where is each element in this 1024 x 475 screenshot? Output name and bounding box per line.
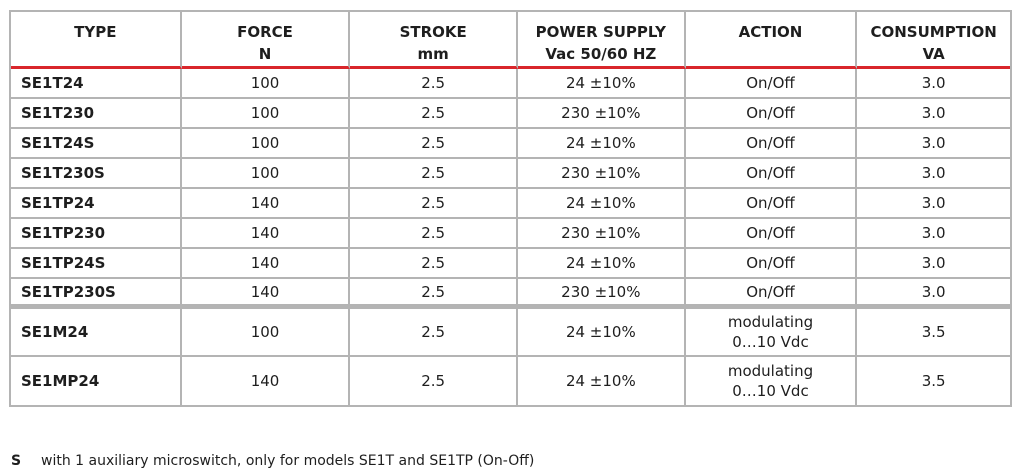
header-consumption: CONSUMPTION VA: [857, 12, 1010, 69]
table-row: SE1T230 100 2.5 230 ±10% On/Off 3.0: [11, 99, 1010, 129]
cell-type: SE1TP230S: [11, 279, 182, 309]
table-row: SE1T24 100 2.5 24 ±10% On/Off 3.0: [11, 69, 1010, 99]
cell-type: SE1T24: [11, 69, 182, 99]
cell-power: 230 ±10%: [518, 99, 686, 129]
cell-consumption: 3.0: [857, 219, 1010, 249]
cell-consumption: 3.0: [857, 69, 1010, 99]
cell-power: 230 ±10%: [518, 279, 686, 309]
cell-stroke: 2.5: [350, 159, 518, 189]
cell-type: SE1M24: [11, 309, 182, 357]
cell-stroke: 2.5: [350, 219, 518, 249]
cell-force: 140: [181, 279, 351, 309]
header-stroke: STROKE mm: [350, 12, 518, 69]
cell-force: 140: [182, 357, 351, 405]
cell-action: On/Off: [685, 279, 858, 309]
header-action: ACTION: [685, 12, 858, 69]
cell-consumption: 3.0: [857, 249, 1010, 279]
cell-power: 230 ±10%: [518, 159, 686, 189]
cell-consumption: 3.0: [857, 99, 1010, 129]
cell-action: On/Off: [685, 69, 858, 99]
cell-consumption: 3.5: [921, 372, 946, 390]
cell-type: SE1TP24S: [11, 249, 182, 279]
cell-power: 24 ±10%: [518, 249, 686, 279]
table-row: SE1TP24 140 2.5 24 ±10% On/Off 3.0: [11, 189, 1010, 219]
cell-power: 24 ±10%: [518, 129, 686, 159]
table-row: SE1M24 100 2.5 24 ±10% modulating 0…10 V…: [11, 309, 1010, 357]
cell-type: SE1T230: [11, 99, 182, 129]
cell-stroke: 2.5: [350, 357, 518, 405]
cell-stroke: 2.5: [350, 69, 518, 99]
cell-force: 100: [181, 129, 351, 159]
cell-force: 140: [181, 189, 351, 219]
header-force: FORCE N: [181, 12, 351, 69]
cell-action: On/Off: [685, 129, 858, 159]
cell-stroke: 2.5: [350, 249, 518, 279]
table-row: SE1T24S 100 2.5 24 ±10% On/Off 3.0: [11, 129, 1010, 159]
cell-action: On/Off: [685, 189, 858, 219]
cell-stroke: 2.5: [350, 279, 518, 309]
action-line: modulating: [727, 362, 814, 380]
action-line: modulating: [727, 313, 814, 331]
cell-power: 24 ±10%: [518, 357, 686, 405]
cell-type: SE1TP24: [11, 189, 182, 219]
cell-type: SE1T24S: [11, 129, 182, 159]
cell-type: SE1TP230: [11, 219, 182, 249]
cell-force: 100: [181, 99, 351, 129]
cell-stroke: 2.5: [350, 99, 518, 129]
table-row: SE1TP24S 140 2.5 24 ±10% On/Off 3.0: [11, 249, 1010, 279]
action-line: 0…10 Vdc: [732, 382, 809, 400]
cell-consumption: 3.0: [857, 279, 1010, 309]
footnote-text: with 1 auxiliary microswitch, only for m…: [41, 453, 535, 469]
cell-power: 24 ±10%: [518, 189, 686, 219]
cell-consumption: 3.0: [857, 129, 1010, 159]
cell-action: On/Off: [685, 159, 858, 189]
table-row: SE1TP230S 140 2.5 230 ±10% On/Off 3.0: [11, 279, 1010, 309]
cell-power: 24 ±10%: [518, 309, 686, 357]
cell-action: modulating 0…10 Vdc: [686, 357, 858, 405]
cell-stroke: 2.5: [350, 309, 518, 357]
footnote-mark: S: [11, 453, 22, 469]
header-type: TYPE: [11, 12, 182, 69]
cell-power: 230 ±10%: [518, 219, 686, 249]
cell-stroke: 2.5: [350, 189, 518, 219]
table-row: SE1T230S 100 2.5 230 ±10% On/Off 3.0: [11, 159, 1010, 189]
cell-action: On/Off: [685, 219, 858, 249]
cell-power: 24 ±10%: [518, 69, 686, 99]
cell-force: 100: [181, 309, 351, 357]
header-row: TYPE FORCE N STROKE mm POWER SUPPLY Vac …: [11, 12, 1010, 69]
action-line: 0…10 Vdc: [732, 333, 809, 351]
cell-consumption: 3.0: [857, 159, 1010, 189]
cell-stroke: 2.5: [350, 129, 518, 159]
cell-type: SE1MP24: [11, 357, 182, 405]
table-row: SE1TP230 140 2.5 230 ±10% On/Off 3.0: [11, 219, 1010, 249]
cell-force: 140: [181, 249, 351, 279]
cell-action: On/Off: [685, 99, 858, 129]
cell-action: modulating 0…10 Vdc: [685, 309, 858, 357]
specifications-table: TYPE FORCE N STROKE mm POWER SUPPLY Vac …: [11, 12, 1010, 405]
specifications-table-container: TYPE FORCE N STROKE mm POWER SUPPLY Vac …: [9, 10, 1012, 407]
cell-force: 100: [181, 159, 351, 189]
cell-force: 140: [181, 219, 351, 249]
cell-consumption: 3.5: [857, 309, 1010, 357]
table-row: SE1MP24 140 2.5 24 ±10% modulating 0…10 …: [11, 357, 1010, 405]
header-power-supply: POWER SUPPLY Vac 50/60 HZ: [518, 12, 686, 69]
cell-type: SE1T230S: [11, 159, 182, 189]
cell-action: On/Off: [685, 249, 858, 279]
cell-force: 100: [181, 69, 351, 99]
cell-consumption: 3.0: [857, 189, 1010, 219]
